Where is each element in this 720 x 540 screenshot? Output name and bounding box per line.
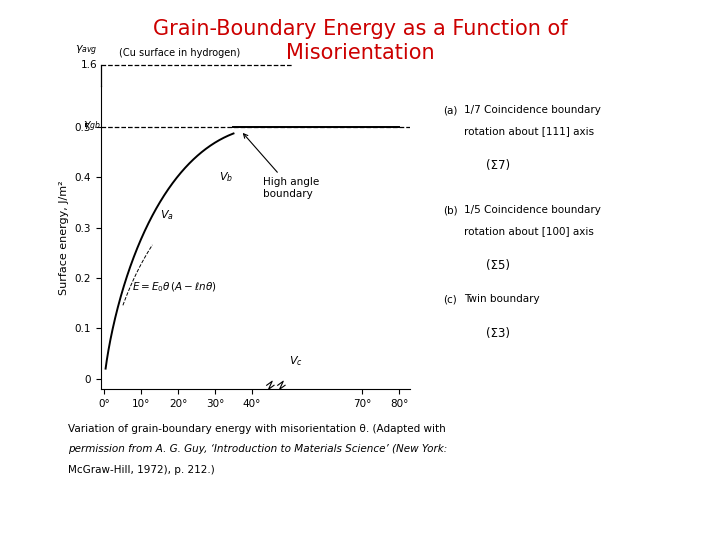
Text: (a): (a): [443, 105, 457, 116]
Text: Misorientation: Misorientation: [286, 43, 434, 63]
Text: rotation about [111] axis: rotation about [111] axis: [464, 126, 595, 136]
Text: rotation about [100] axis: rotation about [100] axis: [464, 226, 594, 236]
Text: 1/5 Coincidence boundary: 1/5 Coincidence boundary: [464, 205, 601, 215]
Text: (Σ5): (Σ5): [486, 259, 510, 272]
Text: McGraw-Hill, 1972), p. 212.): McGraw-Hill, 1972), p. 212.): [68, 465, 215, 475]
Text: High angle
boundary: High angle boundary: [243, 134, 319, 199]
Text: (b): (b): [443, 205, 457, 215]
Text: $V_c$: $V_c$: [289, 354, 303, 368]
Text: $\gamma_{avg}$: $\gamma_{avg}$: [75, 44, 97, 58]
Text: $V_a$: $V_a$: [161, 208, 174, 222]
Y-axis label: Surface energy, J/m²: Surface energy, J/m²: [59, 180, 69, 295]
Text: 1/7 Coincidence boundary: 1/7 Coincidence boundary: [464, 105, 601, 116]
Text: (Σ3): (Σ3): [486, 327, 510, 340]
Text: (c): (c): [443, 294, 456, 305]
Text: 1.6: 1.6: [81, 60, 97, 70]
Text: Variation of grain-boundary energy with misorientation θ. (Adapted with: Variation of grain-boundary energy with …: [68, 424, 446, 434]
Text: $E = E_0\theta\,(A - \ell n\theta)$: $E = E_0\theta\,(A - \ell n\theta)$: [132, 281, 217, 294]
Text: permission from A. G. Guy, ‘Introduction to Materials Science’ (New York:: permission from A. G. Guy, ‘Introduction…: [68, 444, 448, 455]
Text: Grain-Boundary Energy as a Function of: Grain-Boundary Energy as a Function of: [153, 19, 567, 39]
Text: Twin boundary: Twin boundary: [464, 294, 540, 305]
Text: (Σ7): (Σ7): [486, 159, 510, 172]
Text: $V_b$: $V_b$: [219, 170, 233, 184]
Text: $\gamma_{gb}$: $\gamma_{gb}$: [84, 119, 102, 134]
Text: (Cu surface in hydrogen): (Cu surface in hydrogen): [119, 48, 240, 58]
